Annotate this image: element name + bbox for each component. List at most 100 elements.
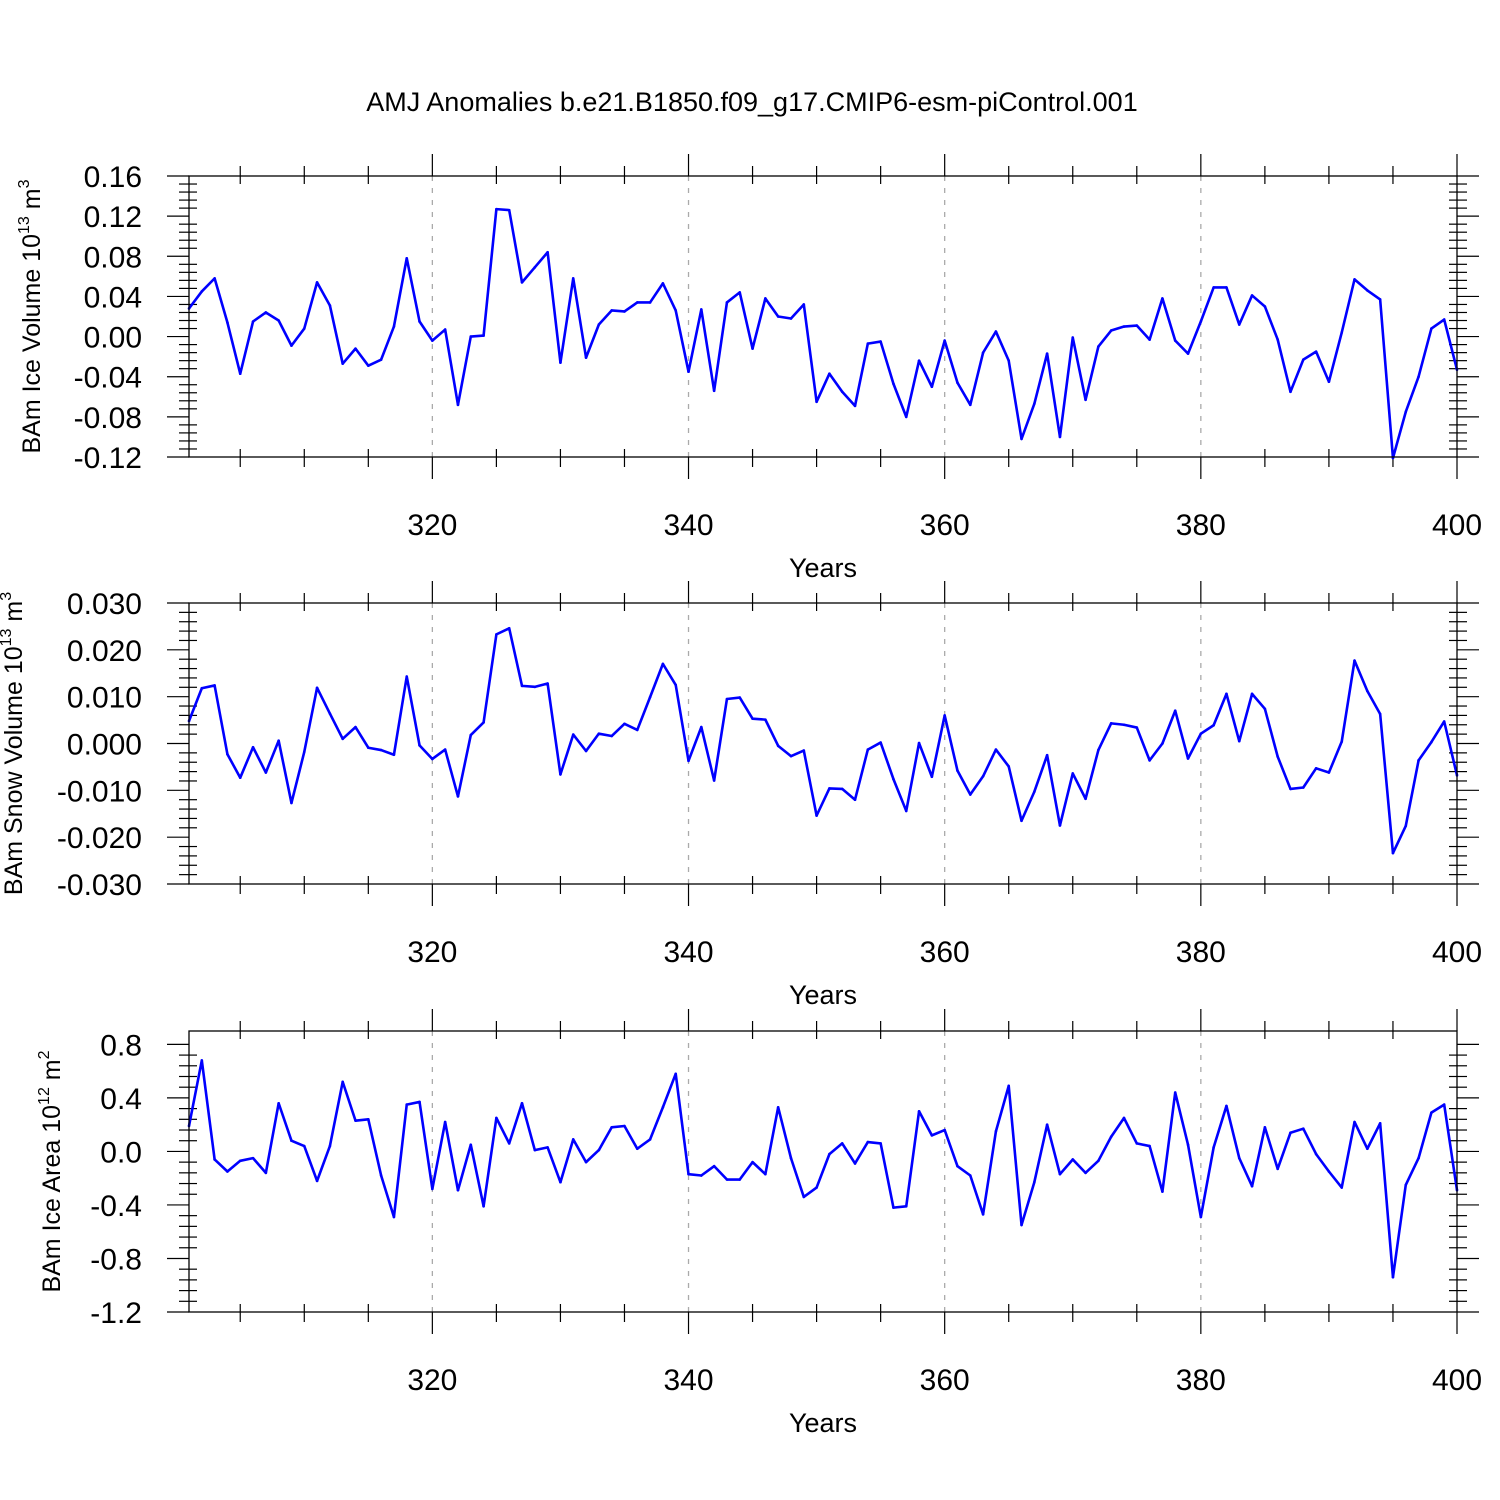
plot-frame <box>188 175 1458 458</box>
data-point <box>584 1160 588 1164</box>
data-point <box>1302 786 1305 789</box>
data-point <box>443 748 447 751</box>
data-point <box>1045 352 1049 355</box>
data-point <box>533 266 537 269</box>
data-point <box>1084 797 1087 801</box>
data-point <box>456 403 460 407</box>
data-point <box>802 1195 806 1199</box>
y-tick-label: 0.16 <box>84 161 142 194</box>
data-point <box>904 415 908 419</box>
y-tick-label: 0.04 <box>84 281 142 314</box>
data-point <box>1366 1147 1369 1151</box>
data-point <box>700 308 703 311</box>
data-point <box>482 334 485 337</box>
data-point <box>238 372 242 376</box>
data-point <box>1186 757 1190 760</box>
data-point <box>917 741 921 745</box>
data-point <box>1276 338 1279 341</box>
data-point <box>1391 851 1395 855</box>
data-point <box>1442 720 1446 723</box>
data-point <box>418 744 421 747</box>
data-points <box>187 626 1459 855</box>
data-point <box>571 733 575 736</box>
data-point <box>840 787 844 791</box>
data-point <box>1212 723 1215 727</box>
data-point <box>546 250 549 254</box>
data-point <box>917 359 921 362</box>
data-point <box>968 1174 972 1177</box>
data-point <box>290 801 293 805</box>
data-point <box>405 256 409 260</box>
data-point <box>968 793 972 796</box>
data-point <box>789 754 793 758</box>
data-point <box>507 626 511 630</box>
data-point <box>776 744 780 748</box>
plot-frame <box>188 1030 1458 1313</box>
data-point <box>507 208 511 212</box>
data-point <box>277 1101 280 1105</box>
y-tick-label: 0.4 <box>100 1083 142 1116</box>
data-point <box>456 795 460 798</box>
data-point <box>623 1124 626 1128</box>
y-tick-label: 0.010 <box>67 682 142 715</box>
data-point <box>379 748 383 752</box>
data-point <box>1289 390 1292 394</box>
data-point <box>1097 748 1100 752</box>
y-tick-label: 0.8 <box>100 1029 142 1062</box>
data-point <box>1314 350 1318 353</box>
data-point <box>968 403 972 407</box>
data-point <box>392 325 396 328</box>
data-point <box>213 684 216 687</box>
data-point <box>431 1187 434 1191</box>
x-tick-label: 340 <box>663 509 713 542</box>
data-point <box>674 1072 678 1076</box>
data-point <box>469 733 473 737</box>
x-tick-label: 360 <box>920 1364 970 1397</box>
data-point <box>648 1138 652 1141</box>
data-point <box>828 1152 831 1156</box>
data-point <box>1097 345 1100 348</box>
data-point <box>1430 327 1433 330</box>
data-point <box>981 774 985 778</box>
data-point <box>264 771 268 774</box>
x-tick-label: 380 <box>1176 509 1226 542</box>
data-point <box>431 757 434 761</box>
data-point <box>1276 1167 1279 1171</box>
data-point <box>546 682 549 685</box>
data-point <box>354 725 357 729</box>
data-point <box>392 1215 396 1219</box>
data-point <box>1391 1275 1395 1279</box>
data-point <box>866 1140 870 1144</box>
y-axis-label-text: BAm Ice Area 10 <box>38 1105 66 1293</box>
data-point <box>1199 1215 1203 1219</box>
data-point <box>738 1178 742 1181</box>
data-point <box>648 695 652 699</box>
data-point <box>751 1160 754 1164</box>
data-point <box>1430 740 1433 744</box>
data-point <box>264 311 268 314</box>
data-point <box>1071 1158 1075 1161</box>
y-axis-label: BAm Snow Volume 1013 m3 <box>0 592 28 895</box>
data-point <box>1417 1156 1420 1160</box>
data-point <box>1353 659 1356 662</box>
y-axis-label: BAm Ice Area 1012 m2 <box>36 1050 66 1292</box>
data-point <box>1417 759 1420 762</box>
data-point <box>789 317 793 320</box>
data-point <box>866 342 870 345</box>
data-point <box>315 686 319 690</box>
data-point <box>354 347 357 350</box>
data-point <box>1135 1142 1139 1145</box>
data-point <box>200 686 204 690</box>
data-point <box>687 1172 690 1176</box>
data-point <box>648 301 652 304</box>
data-point <box>1058 824 1062 827</box>
data-point <box>277 319 280 322</box>
data-point <box>1340 1186 1344 1189</box>
data-point <box>405 675 409 678</box>
data-point <box>302 327 306 330</box>
data-point <box>469 1143 473 1147</box>
plot-frame <box>188 602 1458 885</box>
y-tick-label: -0.12 <box>74 442 142 475</box>
